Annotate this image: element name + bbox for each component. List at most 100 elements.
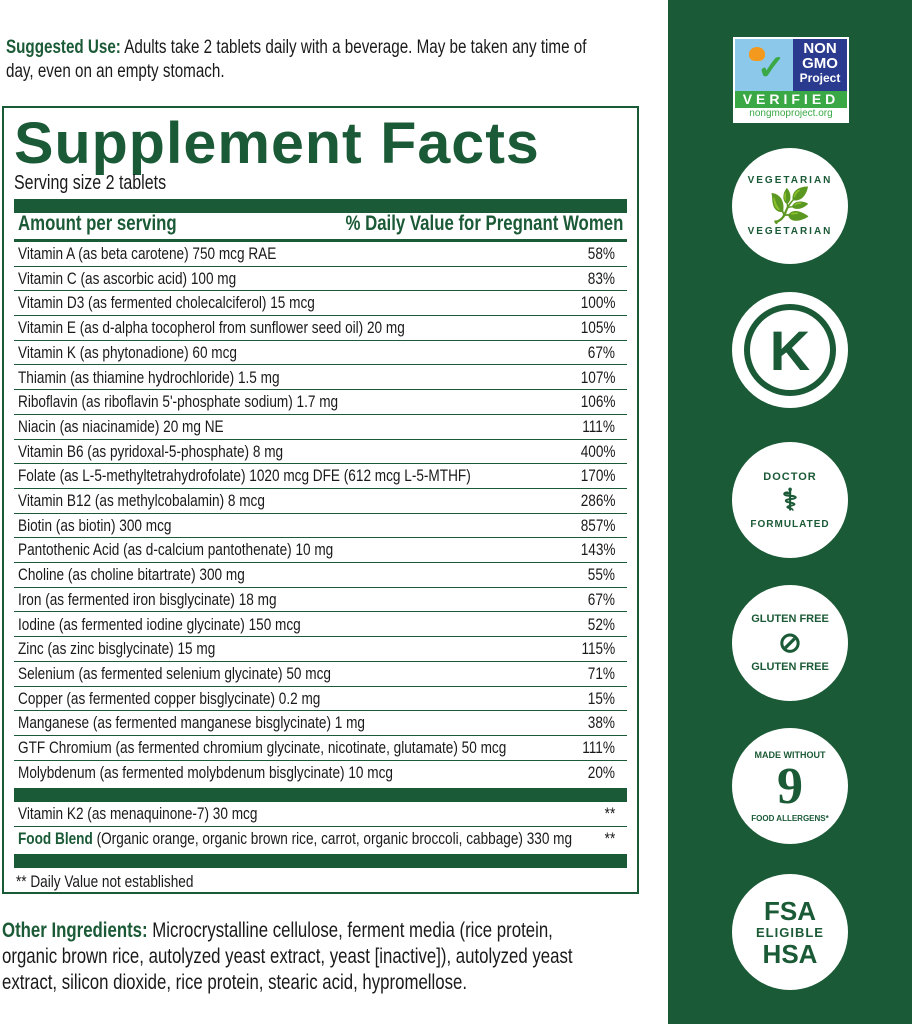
butterfly-icon: ✓: [735, 39, 793, 91]
daily-value: 143%: [580, 540, 615, 560]
daily-value: 71%: [587, 663, 615, 683]
fsa-hsa-badge: FSA ELIGIBLE HSA: [732, 874, 848, 990]
table-row: Zinc (as zinc bisglycinate) 15 mg 115%: [14, 637, 627, 662]
gmo-text: Project: [799, 71, 841, 85]
table-row: Iron (as fermented iron bisglycinate) 18…: [14, 588, 627, 613]
non-gmo-verified-logo: ✓ NON GMO Project VERIFIED nongmoproject…: [733, 37, 849, 123]
table-row-k2: Vitamin K2 (as menaquinone-7) 30 mcg **: [14, 802, 627, 827]
table-row: GTF Chromium (as fermented chromium glyc…: [14, 736, 627, 761]
food-blend-label: Food Blend: [18, 829, 93, 848]
suggested-use-text-2: day, even on an empty stomach.: [6, 61, 225, 82]
gmo-text: GMO: [802, 55, 838, 72]
other-ingredients-label: Other Ingredients:: [2, 919, 148, 942]
badge-text: MADE WITHOUT: [754, 749, 826, 760]
daily-value: 115%: [581, 639, 615, 659]
daily-value: 106%: [580, 392, 615, 412]
nutrient-name: Vitamin B6 (as pyridoxal-5-phosphate) 8 …: [18, 441, 284, 461]
nutrient-name: Niacin (as niacinamide) 20 mg NE: [18, 416, 224, 436]
badge-text: GLUTEN FREE: [751, 613, 829, 625]
other-ingredients: Other Ingredients: Microcrystalline cell…: [2, 918, 802, 996]
nutrient-name: Pantothenic Acid (as d-calcium pantothen…: [18, 540, 334, 560]
daily-value: 83%: [587, 268, 615, 288]
daily-value: 67%: [587, 342, 615, 362]
daily-value: 170%: [580, 466, 615, 486]
table-row: Selenium (as fermented selenium glycinat…: [14, 662, 627, 687]
supplement-facts-panel: Supplement Facts Serving size 2 tablets …: [2, 106, 639, 894]
nutrient-name: Choline (as choline bitartrate) 300 mg: [18, 565, 245, 585]
daily-value: 15%: [587, 688, 615, 708]
food-blend-text: (Organic orange, organic brown rice, car…: [96, 829, 573, 848]
other-ingredients-text: Microcrystalline cellulose, ferment medi…: [152, 919, 553, 942]
daily-value: 286%: [580, 491, 615, 510]
daily-value: 111%: [582, 738, 615, 757]
daily-value: 38%: [587, 713, 615, 733]
footnote: ** Daily Value not established: [16, 872, 194, 891]
nutrient-name: Vitamin E (as d-alpha tocopherol from su…: [18, 318, 405, 338]
daily-value: 20%: [587, 762, 615, 782]
gmo-url: nongmoproject.org: [749, 108, 833, 119]
table-row: Pantothenic Acid (as d-calcium pantothen…: [14, 538, 627, 564]
nutrient-name: Manganese (as fermented manganese bisgly…: [18, 713, 365, 733]
daily-value: 58%: [587, 244, 615, 263]
nutrient-name: Vitamin A (as beta carotene) 750 mcg RAE: [18, 244, 277, 263]
nutrient-name: GTF Chromium (as fermented chromium glyc…: [18, 738, 507, 757]
nutrient-name: Vitamin D3 (as fermented cholecalciferol…: [18, 293, 315, 313]
verified-text: VERIFIED: [735, 91, 847, 108]
table-row: Copper (as fermented copper bisglycinate…: [14, 687, 627, 712]
doctor-formulated-badge: DOCTOR ⚕ FORMULATED: [732, 442, 848, 558]
kosher-k: K: [750, 310, 830, 390]
col-amount: Amount per serving: [18, 212, 177, 235]
badge-text: GLUTEN FREE: [751, 661, 829, 673]
daily-value: 55%: [587, 565, 615, 585]
table-row: Vitamin C (as ascorbic acid) 100 mg 83%: [14, 267, 627, 292]
daily-value: 67%: [587, 589, 615, 609]
badge-text: DOCTOR: [763, 470, 817, 483]
daily-value: 52%: [587, 614, 615, 634]
badge-number: 9: [777, 757, 803, 815]
daily-value: **: [604, 829, 615, 848]
nutrient-name: Zinc (as zinc bisglycinate) 15 mg: [18, 639, 216, 659]
serving-size: Serving size 2 tablets: [14, 172, 167, 194]
gmo-text: NON: [803, 40, 837, 57]
badge-text: VEGETARIAN: [747, 175, 833, 186]
wheat-crossed-icon: ⊘: [778, 627, 802, 658]
allergen-free-badge: MADE WITHOUT 9 FOOD ALLERGENS*: [732, 728, 848, 844]
table-row: Thiamin (as thiamine hydrochloride) 1.5 …: [14, 366, 627, 391]
nutrient-name: Iodine (as fermented iodine glycinate) 1…: [18, 614, 301, 634]
table-row: Vitamin B6 (as pyridoxal-5-phosphate) 8 …: [14, 440, 627, 465]
table-row-food-blend: Food Blend (Organic orange, organic brow…: [14, 827, 627, 852]
divider-thick: [14, 199, 627, 213]
suggested-use-text: Adults take 2 tablets daily with a bever…: [124, 37, 587, 58]
divider: [14, 239, 627, 242]
table-row: Choline (as choline bitartrate) 300 mg 55…: [14, 563, 627, 588]
badge-text: FSA: [764, 895, 816, 926]
badge-text: ELIGIBLE: [756, 924, 824, 940]
caduceus-icon: ⚕: [781, 483, 799, 517]
table-row: Vitamin D3 (as fermented cholecalciferol…: [14, 291, 627, 317]
daily-value: 107%: [580, 367, 615, 387]
daily-value: 100%: [580, 293, 615, 313]
other-ingredients-text-3: extract, silicon dioxide, rice protein, …: [2, 971, 468, 994]
table-row: Iodine (as fermented iodine glycinate) 1…: [14, 613, 627, 638]
facts-title: Supplement Facts: [14, 111, 540, 176]
nutrient-name: Vitamin C (as ascorbic acid) 100 mg: [18, 268, 237, 288]
table-header: Amount per serving % Daily Value for Pre…: [18, 212, 623, 238]
daily-value: 857%: [580, 515, 615, 535]
nutrient-name: Biotin (as biotin) 300 mcg: [18, 515, 172, 535]
col-daily-value: % Daily Value for Pregnant Women: [345, 212, 623, 235]
nutrient-name: Copper (as fermented copper bisglycinate…: [18, 688, 321, 708]
nutrient-name: Thiamin (as thiamine hydrochloride) 1.5 …: [18, 367, 280, 387]
table-row: Molybdenum (as fermented molybdenum bisg…: [14, 761, 627, 786]
table-row: Folate (as L-5-methyltetrahydrofolate) 1…: [14, 464, 627, 489]
nutrient-name: Molybdenum (as fermented molybdenum bisg…: [18, 762, 393, 782]
nutrient-name: Vitamin B12 (as methylcobalamin) 8 mcg: [18, 491, 265, 510]
kosher-badge: K: [732, 292, 848, 408]
nutrient-name: Folate (as L-5-methyltetrahydrofolate) 1…: [18, 466, 471, 486]
divider-thick: [14, 854, 627, 868]
suggested-use-label: Suggested Use:: [6, 37, 121, 58]
table-row: Niacin (as niacinamide) 20 mg NE 111%: [14, 415, 627, 440]
daily-value: 105%: [580, 318, 615, 338]
other-ingredients-text-2: organic brown rice, autolyzed yeast extr…: [2, 945, 573, 968]
badge-text: FOOD ALLERGENS*: [751, 813, 829, 823]
gluten-free-badge: GLUTEN FREE ⊘ GLUTEN FREE: [732, 585, 848, 701]
